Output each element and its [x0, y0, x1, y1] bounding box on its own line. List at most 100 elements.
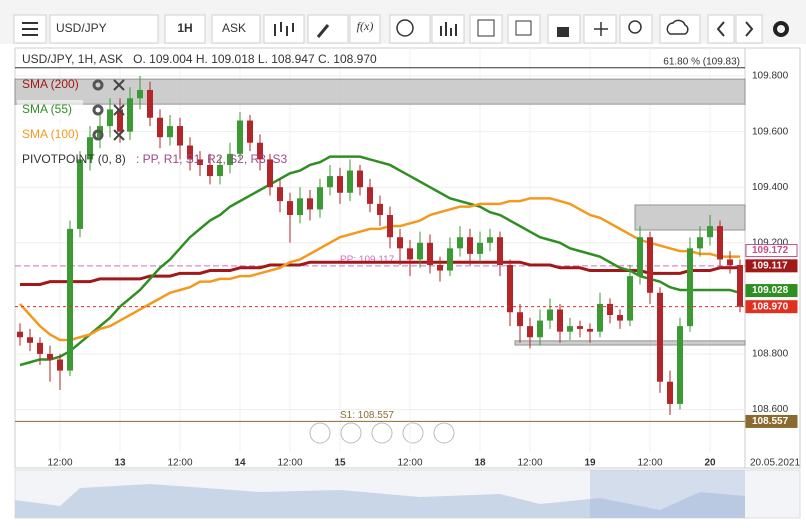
candle-body [337, 176, 343, 193]
settings-icon[interactable] [773, 21, 789, 37]
news-button[interactable] [507, 14, 541, 44]
scroll-right[interactable] [433, 422, 455, 444]
candle-body [137, 89, 143, 99]
candle-body [117, 109, 123, 132]
x-tick-label: 18 [474, 458, 486, 469]
legend-entry: SMA (200) [22, 77, 79, 91]
candle-body [397, 237, 403, 249]
candle-body [287, 201, 293, 215]
candle-body [247, 120, 253, 143]
symbol-select[interactable] [49, 14, 159, 44]
zoom-out[interactable] [340, 422, 362, 444]
price-box-label: 108.557 [752, 416, 789, 427]
candle-body [267, 159, 273, 188]
candle-body [57, 359, 63, 371]
candle-body [187, 145, 193, 160]
candle-body [457, 237, 463, 249]
candle-body [597, 303, 603, 332]
timeframe-button[interactable] [164, 14, 206, 44]
candle-body [297, 198, 303, 215]
candle-body [107, 109, 113, 127]
price-box-label: 108.970 [752, 301, 789, 312]
chart-header: USD/JPY, 1H, ASK O. 109.004 H. 109.018 L… [22, 52, 377, 66]
legend-settings[interactable] [92, 79, 104, 91]
candle-body [497, 237, 503, 266]
menu-icon [22, 22, 38, 36]
pivot-legend: PIVOTPOINT (0, 8) [22, 152, 126, 166]
pen-icon [316, 24, 330, 38]
candle-body [547, 309, 553, 321]
legend-settings[interactable] [92, 129, 104, 141]
zoom-in[interactable] [402, 422, 424, 444]
candle-body [207, 164, 213, 177]
candle-body [717, 226, 723, 260]
upload-button[interactable] [659, 14, 701, 44]
back-icon [716, 21, 725, 37]
price-type-button[interactable] [211, 14, 261, 44]
function-button[interactable] [349, 14, 381, 44]
sma-line [19, 155, 741, 367]
function: f(x) [357, 19, 374, 33]
candle-body [157, 117, 163, 138]
forward-button[interactable] [735, 14, 763, 44]
reset-zoom[interactable] [371, 422, 393, 444]
candle-body [427, 242, 433, 266]
price-box [745, 284, 798, 298]
candle-body [47, 353, 53, 360]
x-tick-label: 19 [584, 458, 596, 469]
candle-body [437, 265, 443, 271]
price-box-label: 109.117 [752, 260, 788, 271]
candle-body [67, 228, 73, 371]
candle-body [677, 326, 683, 404]
calendar-button[interactable] [469, 14, 503, 44]
cloud-icon [666, 19, 689, 35]
candle-body [417, 242, 423, 260]
price-box [745, 300, 798, 314]
legend-close[interactable] [113, 79, 125, 91]
x-tick-label: 12:00 [517, 458, 542, 469]
legend-close[interactable] [113, 129, 125, 141]
candle-body [407, 248, 413, 260]
candle-body [177, 126, 183, 146]
price-box [745, 259, 798, 273]
candle-body [317, 187, 323, 210]
back-button[interactable] [707, 14, 735, 44]
candle-body [737, 265, 743, 307]
info-button[interactable] [389, 14, 431, 44]
zoom-button[interactable] [619, 14, 653, 44]
candle-body [237, 120, 243, 154]
timeframe: 1H [177, 21, 192, 35]
candle-body [507, 265, 513, 313]
navigator-area [15, 484, 745, 518]
x-tick-label: 15 [334, 458, 346, 469]
lock-icon [557, 27, 569, 37]
crosshair-icon [594, 22, 608, 36]
candle-body [77, 159, 83, 229]
indicator-button[interactable] [431, 14, 465, 44]
candle-body [347, 170, 353, 193]
candle-body [667, 381, 673, 404]
candle-body [607, 303, 613, 316]
candle-body [647, 237, 653, 293]
navigator-window[interactable] [590, 470, 745, 518]
candle-body [227, 153, 233, 165]
scroll-left[interactable] [309, 422, 331, 444]
candle-body [307, 198, 313, 210]
toolbar: USD/JPY 1H ASK f(x) [0, 0, 806, 44]
x-tick-label: 12:00 [277, 458, 302, 469]
candle-body [617, 315, 623, 321]
x-tick-label: 12:00 [637, 458, 662, 469]
candle-body [37, 342, 43, 354]
candle-body [557, 309, 563, 332]
zone [634, 204, 746, 231]
legend-close[interactable] [113, 104, 125, 116]
legend-settings[interactable] [92, 104, 104, 116]
draw-button[interactable] [307, 14, 349, 44]
candle-body [327, 176, 333, 188]
legend-entry: SMA (100) [22, 127, 79, 141]
sma-line [19, 197, 740, 342]
candle-body [27, 337, 33, 343]
x-tick-label: 12:00 [397, 458, 422, 469]
chart-type-button[interactable] [263, 14, 305, 44]
